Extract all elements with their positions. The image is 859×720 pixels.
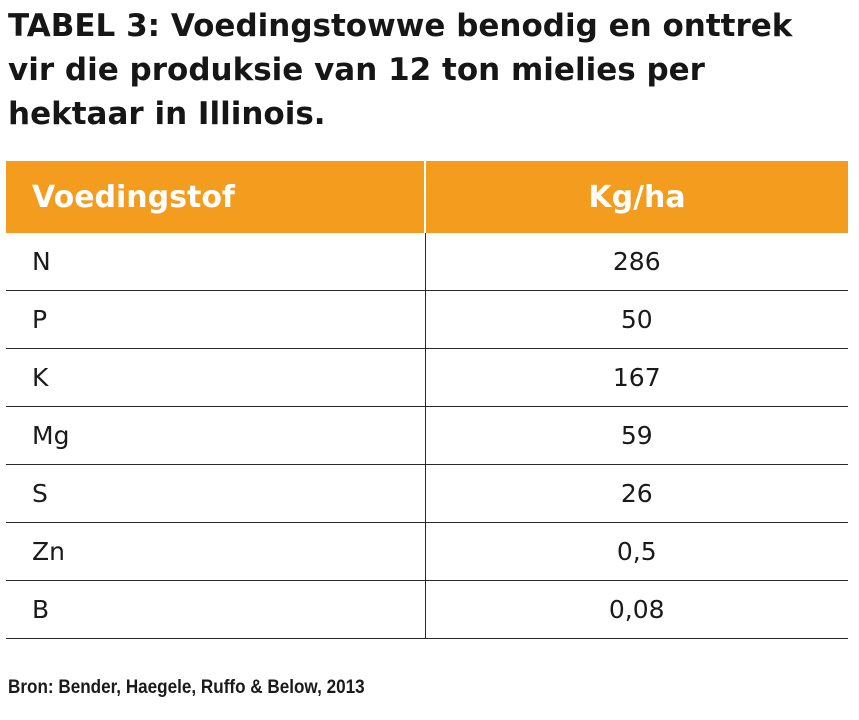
table-header-row: Voedingstof Kg/ha	[6, 161, 848, 233]
nutrient-cell: S	[6, 464, 426, 523]
nutrient-cell: N	[6, 233, 426, 291]
value-cell: 167	[425, 348, 848, 407]
nutrient-cell: Zn	[6, 522, 426, 581]
nutrient-cell: P	[6, 290, 426, 349]
value-cell: 286	[425, 233, 848, 291]
table-row: B 0,08	[6, 580, 848, 639]
value-cell: 50	[425, 290, 848, 349]
source-citation: Bron: Bender, Haegele, Ruffo & Below, 20…	[8, 677, 365, 698]
nutrient-cell: K	[6, 348, 426, 407]
nutrient-cell: B	[6, 580, 426, 639]
value-cell: 0,5	[425, 522, 848, 581]
value-cell: 59	[425, 406, 848, 465]
table-row: S 26	[6, 464, 848, 523]
value-cell: 0,08	[425, 580, 848, 639]
column-header-nutrient: Voedingstof	[6, 161, 426, 233]
nutrient-cell: Mg	[6, 406, 426, 465]
table-row: P 50	[6, 290, 848, 349]
value-cell: 26	[425, 464, 848, 523]
table-row: Mg 59	[6, 406, 848, 465]
table-title: TABEL 3: Voedingstowwe benodig en onttre…	[8, 8, 793, 132]
column-header-value: Kg/ha	[425, 161, 848, 233]
table-row: N 286	[6, 233, 848, 291]
table-row: Zn 0,5	[6, 522, 848, 581]
nutrient-table: Voedingstof Kg/ha N 286 P 50 K 167 Mg 59…	[6, 161, 848, 639]
table-row: K 167	[6, 348, 848, 407]
